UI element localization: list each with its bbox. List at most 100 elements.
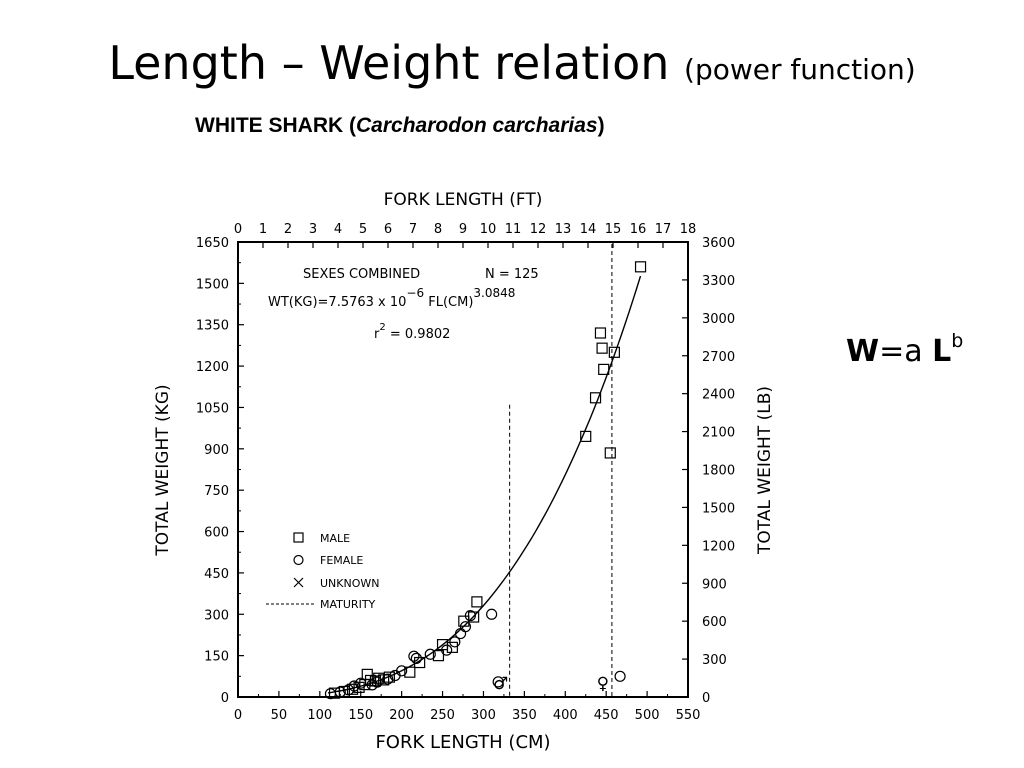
y-axis-label: TOTAL WEIGHT (KG): [153, 384, 173, 556]
point-male: [361, 668, 373, 680]
point-male: [594, 327, 607, 339]
x-tick-label: 350: [512, 708, 537, 723]
point-male: [596, 342, 608, 354]
chart-title-suffix: ): [598, 114, 605, 137]
point-female: [441, 644, 453, 656]
legend-female-marker: [293, 554, 304, 566]
x2-tick-label: 15: [605, 222, 622, 237]
y2-tick-label: 2400: [702, 388, 735, 403]
annotation-eq-exp1: −6: [406, 286, 424, 300]
formula: W=a Lb: [846, 330, 963, 369]
point-female: [382, 673, 394, 685]
x-tick-label: 100: [307, 708, 332, 723]
point-male: [446, 641, 458, 653]
y-tick-label: 1500: [196, 277, 229, 292]
y-tick-label: 150: [204, 650, 229, 665]
chart-title-species: Carcharodon carcharias: [356, 114, 598, 137]
y2-axis-ticks: 0 300 600 900 1200 1500 1800 2100 2400 2700 3000 33…: [682, 236, 735, 706]
data-points: [324, 261, 647, 700]
y2-tick-label: 1200: [702, 539, 735, 554]
y-tick-label: 750: [204, 484, 229, 499]
legend-male-label: MALE: [320, 532, 350, 545]
y2-tick-label: 600: [702, 615, 727, 630]
x2-axis-ticks: 0 1 2 3 4 5 6 7 8 9 10 11 12 13 14 15 16 17 18: [234, 222, 696, 248]
legend-unknown-marker: [293, 577, 304, 588]
legend-male-marker: [293, 532, 304, 543]
point-male: [604, 447, 616, 459]
x2-axis-label: FORK LENGTH (FT): [384, 190, 543, 210]
annotation-eq-main: WT(KG)=7.5763 x 10: [268, 295, 406, 310]
formula-w: W: [846, 334, 880, 369]
maturity-lines: ♂ ♀: [493, 244, 613, 697]
x-tick-label: 450: [594, 708, 619, 723]
y-tick-label: 1650: [196, 236, 229, 251]
y-tick-label: 300: [204, 608, 229, 623]
point-male: [404, 666, 416, 678]
point-female: [348, 680, 360, 692]
point-female: [424, 648, 436, 660]
y-tick-label: 1200: [196, 360, 229, 375]
annotation-n: N = 125: [485, 267, 539, 282]
legend-female-label: FEMALE: [320, 554, 363, 567]
formula-exponent: b: [951, 330, 964, 352]
point-female: [408, 650, 420, 662]
point-female: [334, 686, 346, 698]
annotation-equation: WT(KG)=7.5763 x 10−6 FL(CM)3.0848: [268, 286, 515, 310]
y-tick-label: 600: [204, 526, 229, 541]
x2-tick-label: 5: [359, 222, 367, 237]
maturity-symbol-male: ♂: [493, 674, 508, 694]
x2-tick-label: 1: [259, 222, 267, 237]
point-male: [598, 363, 610, 375]
annotation-eq-mid: FL(CM): [424, 295, 473, 310]
x2-tick-label: 14: [580, 222, 597, 237]
y2-tick-label: 3000: [702, 312, 735, 327]
x2-tick-label: 17: [655, 222, 672, 237]
legend-unknown-label: UNKNOWN: [320, 577, 380, 590]
point-male: [608, 346, 620, 358]
x-tick-label: 550: [676, 708, 701, 723]
x-tick-label: 50: [271, 708, 288, 723]
x-tick-label: 500: [635, 708, 660, 723]
x2-tick-label: 18: [680, 222, 697, 237]
point-male: [471, 596, 483, 608]
y-tick-label: 0: [221, 691, 229, 706]
x2-tick-label: 7: [409, 222, 417, 237]
x2-tick-label: 3: [309, 222, 317, 237]
formula-l: L: [932, 334, 952, 369]
y2-tick-label: 900: [702, 577, 727, 592]
formula-eq: =a: [879, 334, 933, 369]
slide-subtitle: (power function): [684, 53, 916, 86]
annotation-r2: r2 = 0.9802: [374, 322, 450, 342]
x2-tick-label: 12: [530, 222, 547, 237]
y2-axis-label: TOTAL WEIGHT (LB): [755, 386, 775, 555]
point-female: [355, 677, 367, 689]
annotation-r2-sup: 2: [379, 322, 385, 333]
annotation-eq-exp2: 3.0848: [473, 286, 515, 300]
point-male: [378, 674, 390, 686]
x2-tick-label: 0: [234, 222, 242, 237]
y-tick-label: 1350: [196, 319, 229, 334]
x-tick-label: 300: [471, 708, 496, 723]
y2-tick-label: 2100: [702, 426, 735, 441]
point-male: [383, 671, 395, 683]
point-male: [580, 430, 592, 443]
x-tick-label: 150: [348, 708, 373, 723]
x-tick-label: 250: [430, 708, 455, 723]
x2-tick-label: 16: [630, 222, 647, 237]
y2-tick-label: 2700: [702, 350, 735, 365]
legend: MALE FEMALE UNKNOWN MATURITY: [266, 532, 380, 611]
y2-tick-label: 3600: [702, 236, 735, 251]
x2-tick-label: 2: [284, 222, 292, 237]
point-female: [342, 684, 355, 696]
legend-maturity-label: MATURITY: [320, 598, 376, 611]
x2-tick-label: 10: [480, 222, 497, 237]
chart-title-prefix: WHITE SHARK (: [195, 114, 356, 137]
y-tick-label: 1050: [196, 401, 229, 416]
point-female: [459, 621, 472, 633]
y2-tick-label: 300: [702, 653, 727, 668]
point-female: [410, 652, 422, 664]
x2-tick-label: 9: [459, 222, 467, 237]
x2-tick-label: 6: [384, 222, 392, 237]
point-male: [369, 675, 382, 687]
x2-tick-label: 8: [434, 222, 442, 237]
